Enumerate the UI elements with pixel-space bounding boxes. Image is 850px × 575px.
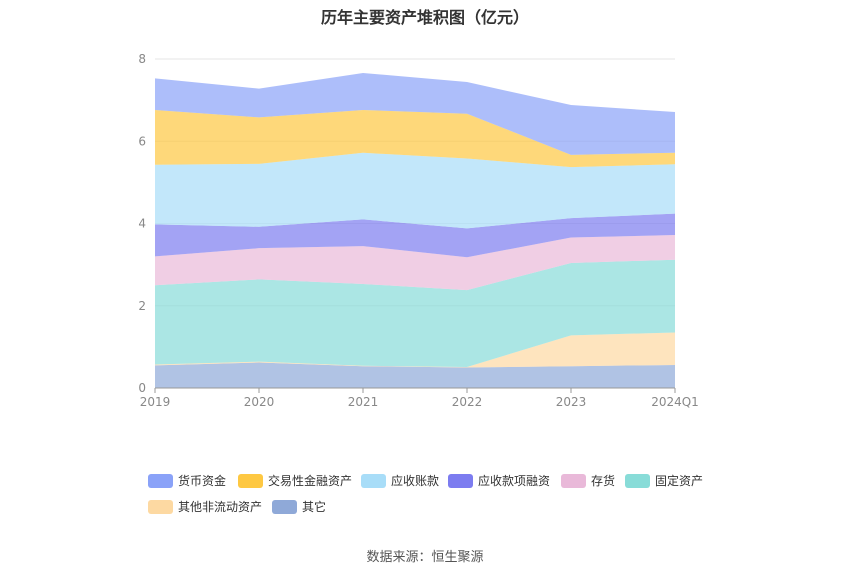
- legend-item-receivables-financing[interactable]: 应收款项融资: [448, 472, 550, 489]
- area-series: [155, 259, 675, 368]
- legend-label: 交易性金融资产: [268, 474, 353, 488]
- legend-label: 应收账款: [391, 474, 440, 488]
- x-tick-label: 2023: [556, 395, 587, 409]
- area-series: [155, 362, 675, 388]
- y-tick-label: 4: [138, 217, 146, 231]
- legend-swatch: [561, 473, 586, 488]
- y-tick-label: 0: [138, 381, 146, 395]
- legend-item-fixed-assets[interactable]: 固定资产: [625, 472, 703, 489]
- legend-item-other-noncurrent-assets[interactable]: 其他非流动资产: [148, 498, 262, 515]
- legend-item-other[interactable]: 其它: [272, 498, 326, 515]
- legend-item-accounts-receivable[interactable]: 应收账款: [361, 472, 439, 489]
- legend-swatch: [238, 473, 263, 488]
- data-source-note: 数据来源：恒生聚源: [366, 550, 484, 565]
- legend-label: 存货: [591, 474, 616, 488]
- legend-swatch: [361, 473, 386, 488]
- legend-label: 货币资金: [178, 474, 227, 488]
- chart-title: 历年主要资产堆积图（亿元）: [320, 8, 529, 27]
- area-series: [155, 235, 675, 291]
- area-series: [155, 152, 675, 229]
- legend-item-inventory[interactable]: 存货: [561, 472, 615, 489]
- legend-label: 应收款项融资: [478, 474, 551, 488]
- x-tick-label: 2022: [452, 395, 483, 409]
- legend-swatch: [148, 499, 173, 514]
- y-tick-label: 2: [138, 299, 146, 313]
- legend-item-trading-financial-assets[interactable]: 交易性金融资产: [238, 472, 352, 489]
- legend-label: 其它: [302, 500, 327, 514]
- legend-item-cash[interactable]: 货币资金: [148, 472, 226, 489]
- area-series: [155, 332, 675, 368]
- area-series: [155, 72, 675, 155]
- x-tick-label: 2020: [244, 395, 275, 409]
- y-tick-label: 6: [138, 134, 146, 148]
- area-series: [155, 109, 675, 168]
- x-tick-label: 2024Q1: [651, 395, 699, 409]
- legend-label: 其他非流动资产: [178, 500, 263, 514]
- legend-swatch: [272, 499, 297, 514]
- legend-label: 固定资产: [655, 474, 704, 488]
- legend-swatch: [625, 473, 650, 488]
- y-tick-label: 8: [138, 52, 146, 66]
- x-tick-label: 2021: [348, 395, 379, 409]
- legend-swatch: [448, 473, 473, 488]
- area-series: [155, 213, 675, 258]
- legend-swatch: [148, 473, 173, 488]
- x-tick-label: 2019: [140, 395, 171, 409]
